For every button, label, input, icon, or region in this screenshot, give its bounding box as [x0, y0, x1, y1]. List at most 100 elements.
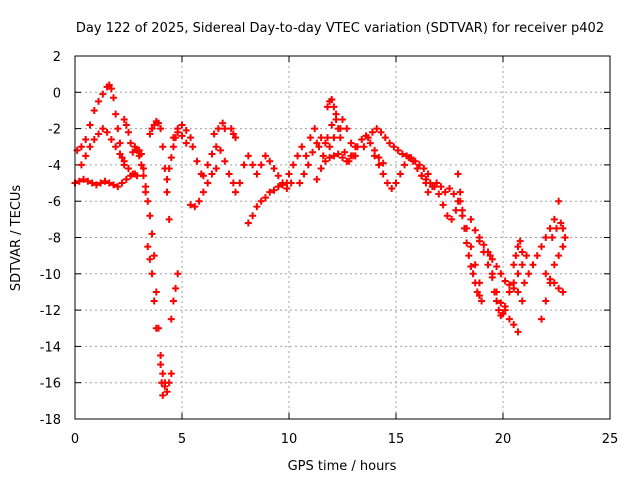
- data-point: [120, 116, 128, 124]
- data-point: [386, 139, 394, 147]
- series-AE: [538, 243, 567, 323]
- plot-frame: [74, 55, 611, 420]
- data-point: [373, 125, 381, 133]
- data-point: [518, 297, 526, 305]
- data-point: [274, 183, 282, 191]
- data-point: [122, 121, 130, 129]
- data-point: [283, 179, 291, 187]
- data-point: [529, 261, 537, 269]
- data-point: [525, 270, 533, 278]
- data-point: [150, 121, 158, 129]
- data-point: [505, 281, 513, 289]
- series-H: [167, 270, 182, 323]
- data-point: [221, 157, 229, 165]
- data-point: [326, 154, 334, 162]
- data-point: [229, 179, 237, 187]
- data-point: [112, 110, 120, 118]
- data-point: [456, 188, 464, 196]
- data-point: [559, 243, 567, 251]
- data-point: [495, 306, 503, 314]
- data-point: [488, 270, 496, 278]
- data-point: [467, 215, 475, 223]
- data-point: [159, 370, 167, 378]
- data-point: [501, 277, 509, 285]
- series-J: [163, 128, 190, 183]
- data-point: [311, 125, 319, 133]
- x-tick-label: 10: [281, 432, 298, 447]
- data-point: [300, 170, 308, 178]
- data-point: [520, 279, 528, 287]
- data-point: [274, 172, 282, 180]
- data-point: [110, 181, 118, 189]
- data-point: [330, 103, 338, 111]
- data-point: [546, 224, 554, 232]
- data-point: [86, 143, 94, 151]
- data-point: [443, 212, 451, 220]
- data-point: [550, 279, 558, 287]
- data-point: [112, 143, 120, 151]
- data-point: [471, 279, 479, 287]
- data-point: [428, 183, 436, 191]
- data-point: [396, 170, 404, 178]
- data-point: [289, 161, 297, 169]
- data-point: [125, 128, 132, 136]
- data-point: [343, 125, 351, 133]
- data-point: [182, 139, 190, 147]
- data-point: [116, 150, 124, 158]
- data-point: [315, 143, 323, 151]
- data-point: [182, 126, 190, 134]
- data-point: [114, 125, 122, 133]
- data-point: [105, 179, 113, 187]
- data-point: [193, 157, 201, 165]
- data-point: [546, 275, 554, 283]
- data-point: [99, 125, 107, 133]
- data-point: [244, 219, 252, 227]
- data-point: [497, 270, 505, 278]
- data-point: [317, 165, 325, 173]
- data-point: [75, 177, 83, 185]
- y-tick-label: -4: [48, 159, 61, 174]
- series-M: [210, 119, 229, 138]
- data-point: [401, 161, 409, 169]
- data-point: [366, 139, 374, 147]
- series-E: [131, 143, 169, 399]
- data-point: [163, 388, 171, 396]
- data-point: [82, 152, 90, 160]
- data-point: [148, 125, 156, 133]
- series-U: [360, 125, 432, 178]
- data-point: [298, 143, 306, 151]
- data-point: [460, 224, 468, 232]
- data-point: [313, 175, 321, 183]
- data-point: [105, 81, 113, 89]
- data-point: [101, 177, 109, 185]
- data-point: [266, 157, 274, 165]
- data-point: [484, 261, 492, 269]
- data-point: [236, 179, 244, 187]
- data-point: [505, 288, 513, 296]
- data-point: [146, 212, 154, 220]
- data-point: [523, 252, 531, 260]
- grid-layer: [75, 56, 610, 419]
- data-point: [296, 179, 304, 187]
- data-point: [514, 328, 522, 336]
- x-axis-label: GPS time / hours: [288, 459, 397, 474]
- data-point: [163, 188, 171, 196]
- data-point: [150, 297, 158, 305]
- data-point: [131, 143, 139, 151]
- data-point: [172, 284, 180, 292]
- data-point: [480, 241, 488, 249]
- data-point: [334, 150, 342, 158]
- data-point: [424, 188, 432, 196]
- data-point: [232, 188, 239, 196]
- data-point: [294, 152, 302, 160]
- data-point: [424, 170, 432, 178]
- data-point: [452, 206, 460, 214]
- data-point: [324, 134, 332, 142]
- data-point: [377, 128, 385, 136]
- series-AA: [486, 252, 531, 320]
- y-tick-label: -16: [40, 377, 61, 392]
- data-point: [422, 175, 430, 183]
- data-point: [351, 143, 359, 151]
- data-point: [306, 134, 314, 142]
- data-point: [152, 288, 160, 296]
